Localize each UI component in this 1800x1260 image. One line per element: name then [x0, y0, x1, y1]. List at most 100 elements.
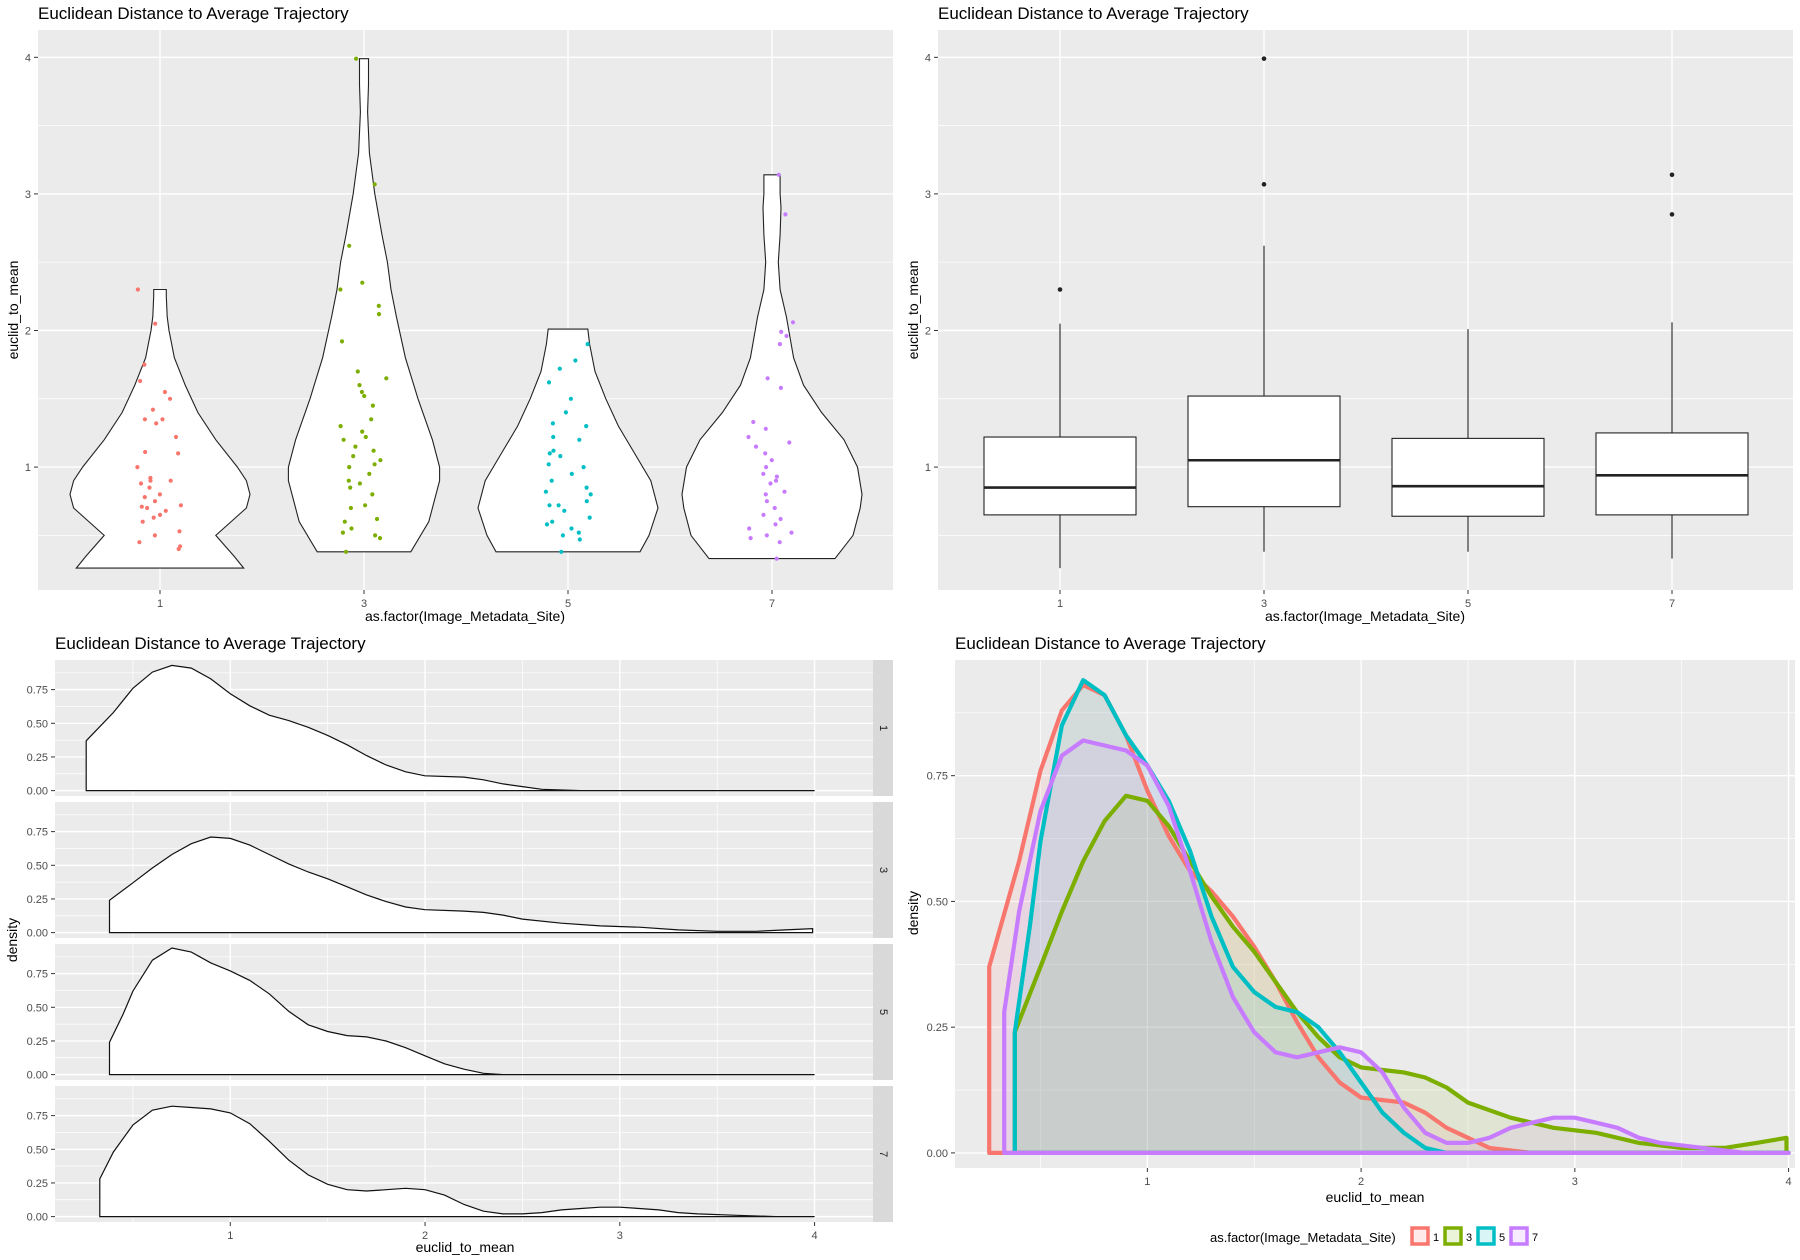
jitter-point: [558, 454, 563, 459]
panel-violin: Euclidean Distance to Average Trajectory…: [5, 4, 893, 624]
density-line-1: [987, 683, 1791, 1155]
y-tick-label: 2: [25, 325, 31, 337]
jitter-point: [773, 478, 779, 483]
jitter-point: [362, 393, 367, 399]
jitter-point: [357, 383, 362, 388]
jitter-point: [774, 556, 779, 561]
jitter-point: [557, 366, 562, 371]
outlier-point: [1261, 182, 1267, 187]
x-tick-label: 5: [1465, 598, 1471, 610]
jitter-point: [773, 522, 778, 527]
legend: as.factor(Image_Metadata_Site) 1 3 5 7: [1210, 1226, 1538, 1246]
jitter-point: [340, 530, 345, 535]
box-3: [1187, 395, 1341, 508]
jitter-point: [142, 495, 147, 500]
jitter-point: [546, 380, 552, 385]
jitter-point: [569, 471, 574, 476]
jitter-point: [363, 503, 368, 508]
jitter-point: [150, 407, 155, 412]
jitter-point: [547, 503, 552, 508]
jitter-point: [746, 434, 751, 440]
jitter-point: [764, 533, 769, 538]
jitter-point: [167, 396, 173, 401]
density-line-5: [1012, 678, 1791, 1155]
jitter-point: [178, 503, 183, 508]
jitter-point: [351, 454, 356, 459]
legend-title: as.factor(Image_Metadata_Site): [1210, 1230, 1396, 1245]
jitter-point: [163, 508, 168, 513]
jitter-point: [550, 519, 555, 524]
density-area-5: [108, 947, 815, 1076]
legend-key-1: [1410, 1226, 1430, 1246]
panel-boxplot: Euclidean Distance to Average Trajectory…: [905, 4, 1793, 624]
jitter-point: [556, 503, 561, 508]
jitter-point: [373, 533, 378, 538]
jitter-point: [761, 512, 766, 518]
jitter-point: [543, 489, 549, 494]
jitter-point: [763, 492, 768, 497]
legend-label: 3: [1466, 1232, 1472, 1244]
jitter-point: [768, 481, 773, 486]
x-tick-label: 3: [617, 1230, 623, 1242]
x-tick-label: 2: [1358, 1176, 1364, 1188]
jitter-point: [751, 419, 756, 425]
outlier-point: [1057, 287, 1063, 292]
x-tick-label: 1: [1057, 598, 1063, 610]
x-tick-label: 7: [1669, 598, 1675, 610]
jitter-point: [551, 434, 556, 440]
jitter-point: [355, 369, 360, 374]
y-tick-label: 2: [925, 325, 931, 337]
jitter-point: [148, 475, 153, 481]
jitter-point: [359, 389, 364, 395]
jitter-point: [546, 462, 551, 467]
x-axis-title: as.factor(Image_Metadata_Site): [1265, 608, 1465, 624]
facet-strip-label: 1: [877, 725, 889, 731]
density-line-3: [1012, 793, 1789, 1155]
jitter-point: [360, 429, 365, 434]
y-tick-label: 0.25: [927, 1022, 948, 1034]
jitter-point: [588, 492, 593, 497]
jitter-point: [376, 303, 381, 308]
facet-strip: [873, 1086, 893, 1222]
jitter-point: [139, 504, 144, 509]
jitter-point: [347, 243, 352, 248]
density-line-7: [1002, 738, 1791, 1155]
x-axis-title: euclid_to_mean: [416, 1239, 515, 1255]
legend-key-5: [1476, 1226, 1496, 1246]
jitter-point: [559, 549, 564, 554]
jitter-point: [354, 56, 359, 61]
jitter-point: [577, 437, 582, 442]
jitter-point: [776, 172, 781, 177]
jitter-point: [347, 465, 352, 470]
x-axis-title: as.factor(Image_Metadata_Site): [365, 608, 565, 624]
outlier-point: [1261, 56, 1267, 61]
jitter-point: [341, 437, 346, 442]
y-tick-label: 1: [925, 462, 931, 474]
jitter-point: [577, 537, 582, 542]
legend-label: 7: [1532, 1232, 1538, 1244]
y-tick-label: 0.00: [27, 786, 48, 798]
jitter-point: [763, 451, 768, 456]
jitter-point: [142, 362, 147, 367]
box-1: [983, 436, 1137, 516]
jitter-point: [145, 505, 150, 511]
y-tick-label: 0.25: [27, 752, 48, 764]
jitter-point: [787, 440, 792, 445]
panel-faceted-density: Euclidean Distance to Average Trajectory…: [4, 634, 893, 1255]
jitter-point: [790, 320, 796, 325]
jitter-point: [338, 287, 343, 292]
x-tick-label: 7: [769, 598, 775, 610]
jitter-point: [772, 505, 777, 511]
y-tick-label: 0.25: [27, 1178, 48, 1190]
jitter-point: [764, 499, 770, 504]
panel-overlay-density: Euclidean Distance to Average Trajectory…: [905, 634, 1795, 1246]
y-tick-label: 0.00: [27, 928, 48, 940]
jitter-point: [569, 526, 574, 531]
jitter-point: [178, 544, 183, 549]
legend-key-7: [1509, 1226, 1529, 1246]
y-tick-label: 0.75: [27, 685, 48, 697]
jitter-point: [177, 529, 182, 534]
jitter-point: [147, 485, 152, 490]
facet-strip-label: 7: [877, 1151, 889, 1157]
